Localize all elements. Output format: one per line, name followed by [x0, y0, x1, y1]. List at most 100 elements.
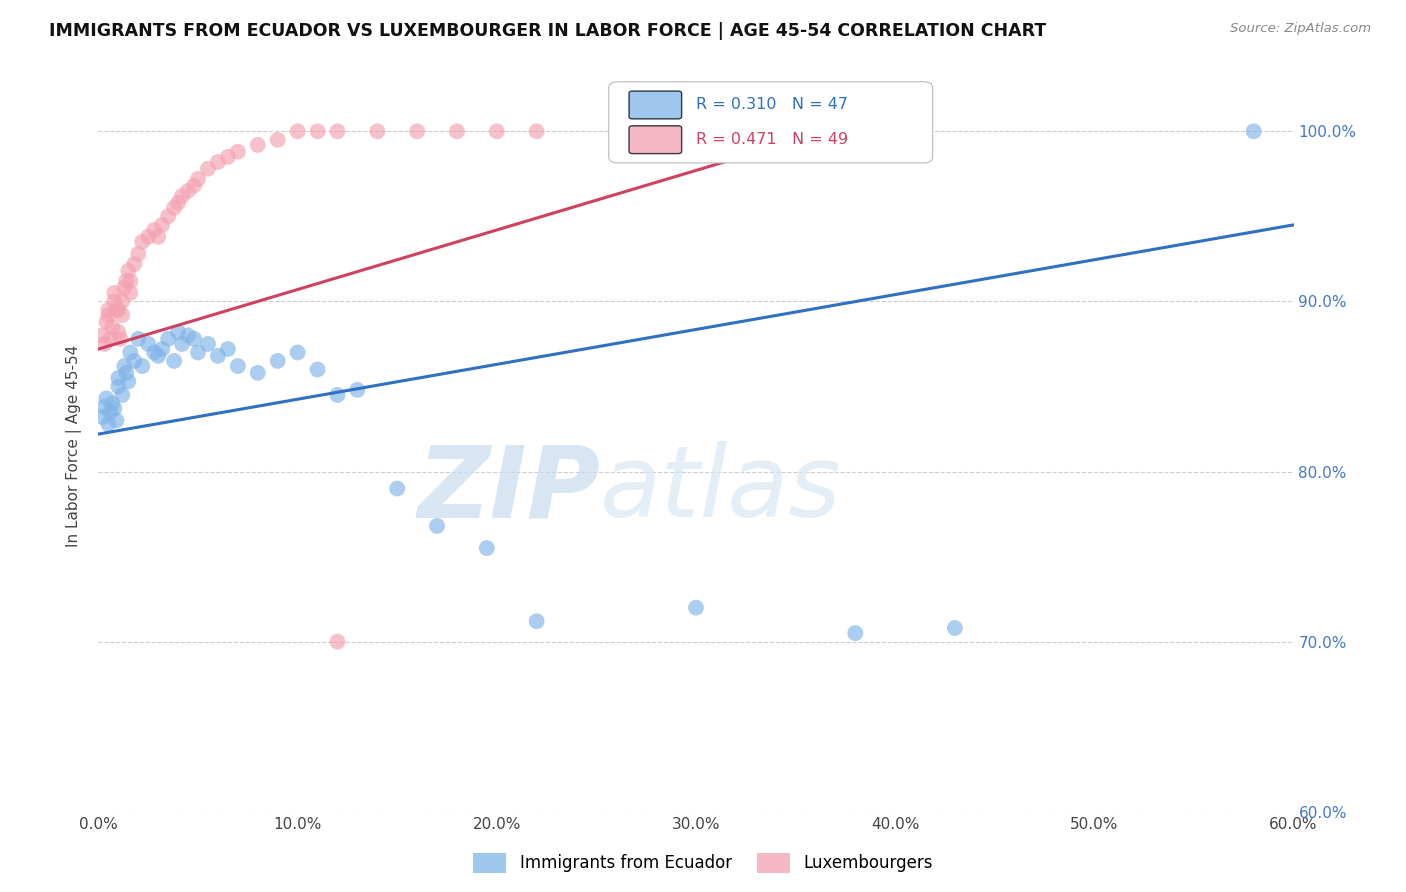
- Point: [157, 210, 180, 224]
- Point: [96, 315, 118, 329]
- Point: [148, 349, 170, 363]
- Point: [326, 124, 349, 138]
- Point: [110, 332, 132, 346]
- Y-axis label: In Labor Force | Age 45-54: In Labor Force | Age 45-54: [66, 345, 83, 547]
- Point: [287, 124, 309, 138]
- Point: [197, 161, 219, 176]
- Point: [167, 325, 190, 339]
- Point: [124, 354, 146, 368]
- Point: [426, 519, 449, 533]
- Point: [177, 328, 200, 343]
- Point: [150, 342, 173, 356]
- Point: [148, 229, 170, 244]
- Point: [136, 337, 159, 351]
- Point: [346, 383, 368, 397]
- Point: [97, 302, 120, 317]
- Point: [143, 223, 166, 237]
- Point: [526, 614, 548, 628]
- Point: [1243, 124, 1265, 138]
- Point: [97, 308, 120, 322]
- Point: [103, 285, 125, 300]
- Point: [685, 600, 707, 615]
- Point: [127, 332, 149, 346]
- Point: [326, 388, 349, 402]
- Point: [115, 274, 138, 288]
- Point: [107, 371, 129, 385]
- Text: R = 0.471   N = 49: R = 0.471 N = 49: [696, 132, 848, 147]
- Point: [136, 229, 159, 244]
- Point: [267, 354, 290, 368]
- Point: [406, 124, 429, 138]
- Point: [93, 337, 115, 351]
- Point: [943, 621, 966, 635]
- Point: [187, 172, 209, 186]
- Point: [366, 124, 388, 138]
- Point: [117, 375, 139, 389]
- Point: [267, 133, 290, 147]
- Point: [111, 294, 134, 309]
- Point: [172, 189, 194, 203]
- FancyBboxPatch shape: [609, 82, 932, 163]
- Point: [150, 218, 173, 232]
- Point: [105, 413, 128, 427]
- Point: [207, 155, 229, 169]
- Point: [131, 359, 153, 373]
- Point: [172, 337, 194, 351]
- Point: [183, 178, 205, 193]
- Point: [101, 396, 124, 410]
- Point: [103, 294, 125, 309]
- Point: [326, 634, 349, 648]
- Point: [91, 410, 114, 425]
- Point: [475, 541, 498, 555]
- Point: [98, 405, 122, 419]
- Point: [91, 328, 114, 343]
- Point: [485, 124, 508, 138]
- Point: [526, 124, 548, 138]
- Point: [120, 274, 142, 288]
- FancyBboxPatch shape: [628, 91, 682, 119]
- Point: [163, 201, 186, 215]
- Point: [120, 285, 142, 300]
- Point: [96, 392, 118, 406]
- Point: [111, 308, 134, 322]
- Point: [167, 195, 190, 210]
- FancyBboxPatch shape: [628, 126, 682, 153]
- Point: [287, 345, 309, 359]
- Point: [844, 626, 866, 640]
- Text: Source: ZipAtlas.com: Source: ZipAtlas.com: [1230, 22, 1371, 36]
- Point: [183, 332, 205, 346]
- Point: [97, 417, 120, 431]
- Point: [115, 366, 138, 380]
- Point: [307, 362, 329, 376]
- Text: ZIP: ZIP: [418, 442, 600, 539]
- Point: [217, 150, 239, 164]
- Point: [127, 247, 149, 261]
- Point: [98, 332, 122, 346]
- Point: [217, 342, 239, 356]
- Point: [105, 302, 128, 317]
- Point: [107, 325, 129, 339]
- Point: [111, 388, 134, 402]
- Point: [177, 184, 200, 198]
- Text: atlas: atlas: [600, 442, 842, 539]
- Point: [131, 235, 153, 249]
- Point: [307, 124, 329, 138]
- Point: [112, 281, 135, 295]
- Point: [101, 320, 124, 334]
- Point: [107, 302, 129, 317]
- Point: [120, 345, 142, 359]
- Point: [143, 345, 166, 359]
- Point: [124, 257, 146, 271]
- Point: [163, 354, 186, 368]
- Point: [112, 359, 135, 373]
- Legend: Immigrants from Ecuador, Luxembourgers: Immigrants from Ecuador, Luxembourgers: [467, 847, 939, 880]
- Point: [93, 400, 115, 414]
- Text: IMMIGRANTS FROM ECUADOR VS LUXEMBOURGER IN LABOR FORCE | AGE 45-54 CORRELATION C: IMMIGRANTS FROM ECUADOR VS LUXEMBOURGER …: [49, 22, 1046, 40]
- Point: [187, 345, 209, 359]
- Point: [197, 337, 219, 351]
- Point: [246, 137, 269, 152]
- Point: [385, 482, 409, 496]
- Point: [107, 379, 129, 393]
- Point: [226, 359, 249, 373]
- Point: [103, 401, 125, 416]
